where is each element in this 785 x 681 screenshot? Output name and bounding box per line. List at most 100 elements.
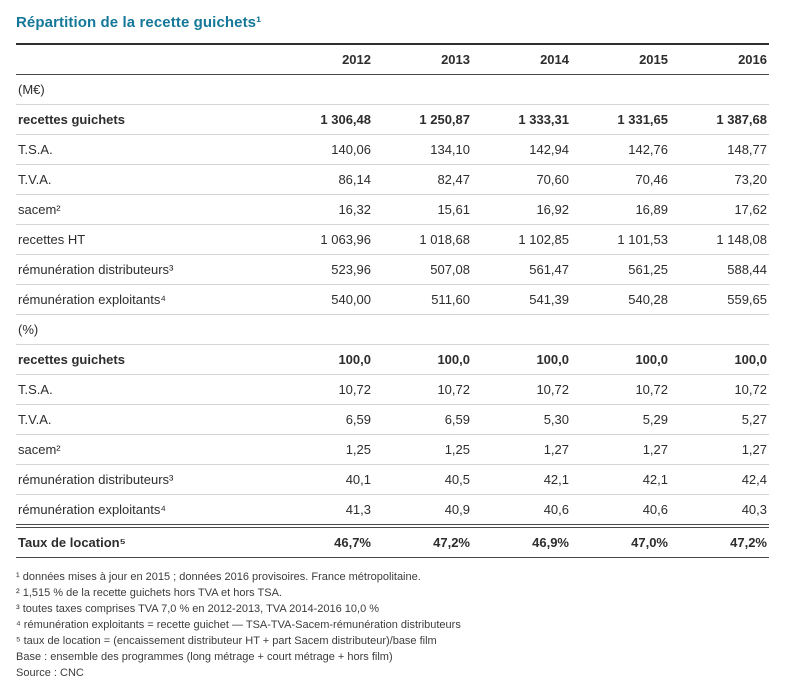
- row-label: rémunération distributeurs³: [18, 262, 174, 277]
- row-label: T.V.A.: [18, 412, 52, 427]
- cell-value: 1 018,68: [419, 232, 470, 247]
- section-header-row: (M€): [16, 75, 769, 105]
- cell-value: 540,28: [628, 292, 668, 307]
- table-row: rémunération distributeurs³ 523,96 507,08 5…: [16, 255, 769, 285]
- empty-cell: [373, 75, 472, 105]
- cell-value: 140,06: [331, 142, 371, 157]
- cell-value: 1 387,68: [716, 112, 767, 127]
- row-label: rémunération exploitants⁴: [18, 502, 166, 517]
- cell-value: 1 331,65: [617, 112, 668, 127]
- cell-value: 16,89: [635, 202, 668, 217]
- table-row: T.S.A. 140,06 134,10 142,94 142,76 148,77: [16, 135, 769, 165]
- table-row: rémunération distributeurs³ 40,1 40,5 42,1 4…: [16, 465, 769, 495]
- cell-value: 10,72: [536, 382, 569, 397]
- footnote-line: ¹ données mises à jour en 2015 ; données…: [16, 571, 421, 583]
- section-label: (M€): [18, 82, 45, 97]
- cell-value: 6,59: [444, 412, 470, 427]
- row-label: rémunération distributeurs³: [18, 472, 174, 487]
- cell-value: 1,27: [741, 442, 767, 457]
- cell-value: 10,72: [635, 382, 668, 397]
- table-row: rémunération exploitants⁴ 41,3 40,9 40,6 40,…: [16, 495, 769, 526]
- cell-value: 5,27: [741, 412, 767, 427]
- cell-value: 5,30: [543, 412, 569, 427]
- year-header: 2016: [738, 52, 767, 67]
- empty-cell: [571, 315, 670, 345]
- cell-value: 1,27: [642, 442, 668, 457]
- notes-block: ¹ données mises à jour en 2015 ; données…: [16, 570, 769, 681]
- cell-value: 47,0%: [631, 535, 668, 550]
- cell-value: 523,96: [331, 262, 371, 277]
- cell-value: 100,0: [338, 352, 371, 367]
- cell-value: 46,9%: [532, 535, 569, 550]
- cell-value: 70,60: [536, 172, 569, 187]
- table-row: T.V.A. 6,59 6,59 5,30 5,29 5,27: [16, 405, 769, 435]
- table-row: rémunération exploitants⁴ 540,00 511,60 541…: [16, 285, 769, 315]
- table-row: T.S.A. 10,72 10,72 10,72 10,72 10,72: [16, 375, 769, 405]
- cell-value: 100,0: [734, 352, 767, 367]
- row-label: sacem²: [18, 202, 61, 217]
- table-row: recettes guichets 100,0 100,0 100,0 100,0 100…: [16, 345, 769, 375]
- cell-value: 142,76: [628, 142, 668, 157]
- table-row: recettes guichets 1 306,48 1 250,87 1 333,3…: [16, 105, 769, 135]
- cell-value: 100,0: [536, 352, 569, 367]
- cell-value: 511,60: [431, 292, 470, 307]
- footnote-line: ² 1,515 % de la recette guichets hors TV…: [16, 587, 282, 599]
- footnote-line: ⁵ taux de location = (encaissement distr…: [16, 635, 437, 647]
- cell-value: 5,29: [642, 412, 668, 427]
- cell-value: 100,0: [635, 352, 668, 367]
- cell-value: 70,46: [635, 172, 668, 187]
- row-label: T.S.A.: [18, 382, 53, 397]
- footnotes: ¹ données mises à jour en 2015 ; données…: [16, 570, 769, 649]
- cell-value: 73,20: [734, 172, 767, 187]
- row-label: recettes guichets: [18, 112, 125, 127]
- section-label: (%): [18, 322, 39, 337]
- cell-value: 16,92: [536, 202, 569, 217]
- cell-value: 1 333,31: [518, 112, 569, 127]
- cell-value: 540,00: [331, 292, 371, 307]
- empty-cell: [670, 75, 769, 105]
- corner-cell: [16, 44, 274, 75]
- cell-value: 1,27: [543, 442, 569, 457]
- year-header: 2012: [342, 52, 371, 67]
- empty-cell: [472, 315, 571, 345]
- cell-value: 1,25: [444, 442, 470, 457]
- cell-value: 559,65: [727, 292, 767, 307]
- cell-value: 42,1: [543, 472, 569, 487]
- cell-value: 46,7%: [334, 535, 371, 550]
- empty-cell: [670, 315, 769, 345]
- year-header: 2015: [639, 52, 668, 67]
- row-label: T.S.A.: [18, 142, 53, 157]
- cell-value: 42,1: [642, 472, 668, 487]
- recette-table: 2012 2013 2014 2015 2016 (M€) recettes guichet…: [16, 43, 769, 558]
- section-header-row: (%): [16, 315, 769, 345]
- cell-value: 40,9: [444, 502, 470, 517]
- cell-value: 541,39: [529, 292, 569, 307]
- year-header: 2013: [441, 52, 470, 67]
- cell-value: 1 101,53: [617, 232, 668, 247]
- cell-value: 507,08: [430, 262, 470, 277]
- empty-cell: [274, 75, 373, 105]
- cell-value: 17,62: [734, 202, 767, 217]
- cell-value: 1,25: [345, 442, 371, 457]
- cell-value: 561,25: [628, 262, 668, 277]
- cell-value: 1 250,87: [419, 112, 470, 127]
- cell-value: 86,14: [338, 172, 371, 187]
- year-header: 2014: [540, 52, 569, 67]
- empty-cell: [571, 75, 670, 105]
- total-row: Taux de location⁵ 46,7% 47,2% 46,9% 47,0% 47,…: [16, 526, 769, 558]
- cell-value: 148,77: [727, 142, 767, 157]
- empty-cell: [274, 315, 373, 345]
- page-title: Répartition de la recette guichets¹: [16, 14, 262, 31]
- cell-value: 47,2%: [730, 535, 767, 550]
- cell-value: 16,32: [338, 202, 371, 217]
- table-row: T.V.A. 86,14 82,47 70,60 70,46 73,20: [16, 165, 769, 195]
- table-header-row: 2012 2013 2014 2015 2016: [16, 44, 769, 75]
- cell-value: 10,72: [734, 382, 767, 397]
- table-row: sacem² 1,25 1,25 1,27 1,27 1,27: [16, 435, 769, 465]
- row-label: rémunération exploitants⁴: [18, 292, 166, 307]
- footnote-line: ⁴ rémunération exploitants = recette gui…: [16, 619, 461, 631]
- cell-value: 42,4: [741, 472, 767, 487]
- cell-value: 41,3: [345, 502, 371, 517]
- cell-value: 1 063,96: [320, 232, 371, 247]
- source-note: Source : CNC: [16, 667, 84, 679]
